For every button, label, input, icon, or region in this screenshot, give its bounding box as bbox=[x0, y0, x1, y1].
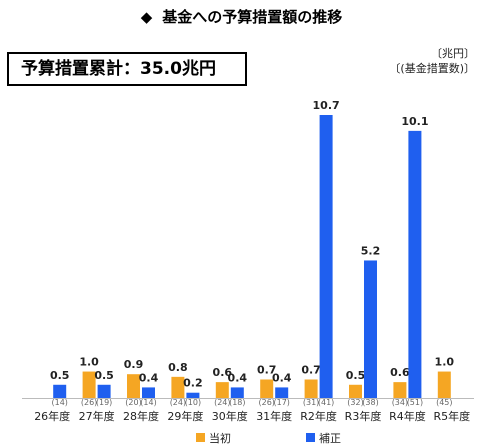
title-text: 基金への予算措置額の推移 bbox=[162, 8, 343, 26]
data-label-initial: 0.7 bbox=[257, 363, 277, 376]
data-label-initial: 0.7 bbox=[301, 363, 321, 376]
fund-count-initial: (34) bbox=[392, 398, 408, 407]
fund-count-initial: (31) bbox=[303, 398, 319, 407]
x-tick-label: 26年度 bbox=[34, 409, 70, 423]
page-title: ◆ 基金への予算措置額の推移 bbox=[0, 6, 483, 27]
bar-supplementary bbox=[53, 384, 67, 398]
bar-supplementary bbox=[186, 392, 200, 398]
x-tick-label: R4年度 bbox=[389, 409, 426, 423]
legend-swatch-initial bbox=[196, 433, 205, 442]
bar-supplementary bbox=[275, 387, 289, 398]
x-tick-label: R2年度 bbox=[300, 409, 337, 423]
fund-count-supplementary: (10) bbox=[185, 398, 201, 407]
legend-swatch-supplementary bbox=[306, 433, 315, 442]
cumulative-total-box: 予算措置累計：35.0兆円 bbox=[7, 52, 247, 86]
bar-initial bbox=[215, 382, 229, 398]
legend-label-supplementary: 補正 bbox=[319, 432, 341, 445]
unit-label: 〔兆円〕 bbox=[431, 47, 475, 60]
bar-initial bbox=[82, 371, 96, 398]
bar-supplementary bbox=[364, 260, 377, 398]
bar-supplementary bbox=[319, 115, 333, 398]
data-label-supplementary: 0.4 bbox=[228, 371, 248, 384]
data-label-initial: 0.5 bbox=[346, 369, 366, 382]
bar-supplementary bbox=[230, 387, 244, 398]
data-label-supplementary: 0.2 bbox=[183, 377, 203, 390]
bar-initial bbox=[349, 384, 362, 398]
data-label-supplementary: 0.5 bbox=[94, 369, 114, 382]
bar-supplementary bbox=[142, 387, 155, 398]
fund-count-supplementary: (19) bbox=[96, 398, 112, 407]
fund-count-initial: (32) bbox=[347, 398, 363, 407]
bar-initial bbox=[393, 382, 407, 398]
bar-supplementary bbox=[408, 130, 422, 399]
fund-count-supplementary: (14) bbox=[51, 398, 67, 407]
data-label-initial: 0.6 bbox=[213, 366, 233, 379]
bar-initial bbox=[437, 371, 451, 398]
data-label-supplementary: 0.4 bbox=[272, 371, 292, 384]
data-label-supplementary: 0.4 bbox=[139, 371, 159, 384]
fund-count-supplementary: (18) bbox=[229, 398, 245, 407]
fund-count-initial: (20) bbox=[125, 398, 141, 407]
data-label-supplementary: 10.7 bbox=[313, 99, 340, 112]
legend-label-initial: 当初 bbox=[209, 431, 231, 445]
x-tick-label: 31年度 bbox=[256, 409, 292, 423]
data-label-initial: 1.0 bbox=[79, 356, 99, 369]
fund-count-supplementary: (51) bbox=[407, 398, 423, 407]
fund-count-initial: (26) bbox=[258, 398, 274, 407]
fund-count-initial: (26) bbox=[81, 398, 97, 407]
bar-initial bbox=[171, 376, 185, 398]
fund-count-initial: (24) bbox=[214, 398, 230, 407]
data-label-supplementary: 10.1 bbox=[401, 115, 428, 128]
data-label-initial: 0.6 bbox=[390, 366, 410, 379]
fund-count-supplementary: (17) bbox=[273, 398, 289, 407]
bar-supplementary bbox=[97, 384, 111, 398]
bar-initial bbox=[304, 379, 318, 398]
x-tick-label: R5年度 bbox=[433, 409, 470, 423]
diamond-icon: ◆ bbox=[140, 8, 153, 26]
x-tick-label: R3年度 bbox=[345, 409, 382, 423]
fund-count-supplementary: (38) bbox=[362, 398, 378, 407]
x-tick-label: 28年度 bbox=[123, 409, 159, 423]
fund-count-initial: (45) bbox=[436, 398, 452, 407]
data-label-supplementary: 5.2 bbox=[361, 244, 381, 257]
data-label-supplementary: 0.5 bbox=[50, 369, 70, 382]
bar-initial bbox=[127, 374, 140, 398]
x-tick-label: 30年度 bbox=[212, 409, 248, 423]
data-label-initial: 0.8 bbox=[168, 361, 188, 374]
bar-initial bbox=[260, 379, 274, 398]
x-tick-label: 29年度 bbox=[167, 409, 203, 423]
data-label-initial: 0.9 bbox=[124, 358, 144, 371]
fund-count-supplementary: (41) bbox=[318, 398, 334, 407]
data-label-initial: 1.0 bbox=[435, 356, 455, 369]
fund-count-initial: (24) bbox=[170, 398, 186, 407]
fund-count-supplementary: (14) bbox=[140, 398, 156, 407]
x-tick-label: 27年度 bbox=[79, 409, 115, 423]
fund-count-unit-label: 〔(基金措置数)〕 bbox=[389, 62, 475, 75]
